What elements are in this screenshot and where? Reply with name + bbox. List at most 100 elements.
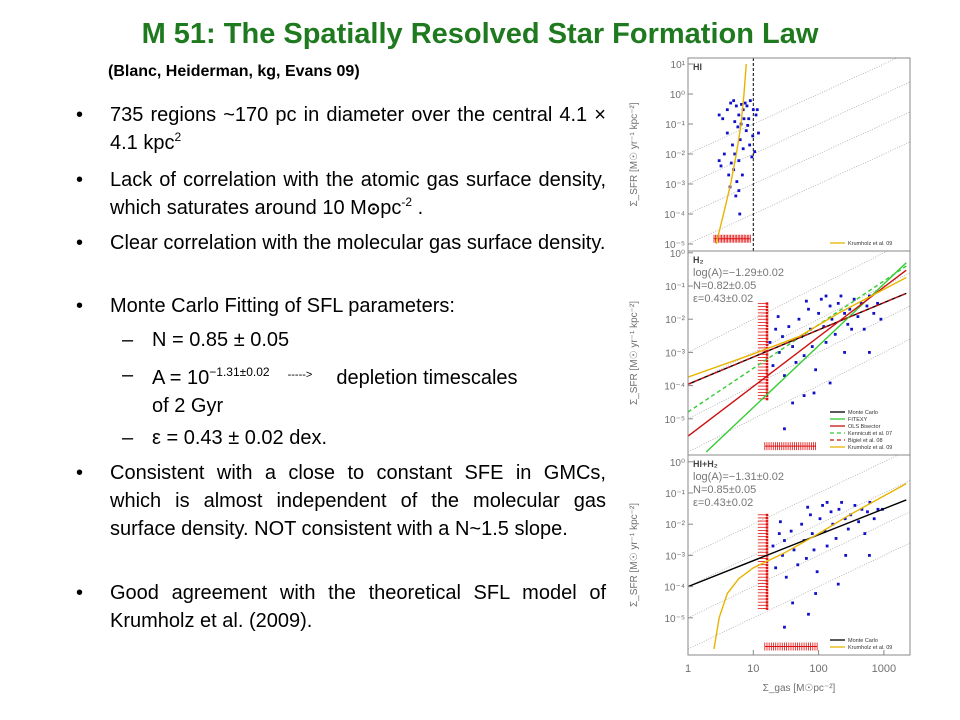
data-point	[737, 189, 741, 193]
data-point	[789, 529, 793, 533]
limit-point	[765, 302, 769, 305]
y-tick-label: 10⁻³	[665, 551, 685, 562]
data-point	[814, 368, 818, 372]
data-point	[866, 510, 869, 514]
superscript: −1.31±0.02	[209, 365, 270, 379]
x-tick-label: 1	[685, 663, 691, 675]
data-point	[831, 522, 835, 526]
data-point	[862, 327, 866, 331]
limit-point	[765, 516, 769, 520]
data-point	[856, 315, 860, 318]
unit: pc	[380, 197, 402, 219]
data-point	[819, 297, 823, 301]
y-axis-label: Σ_SFR [M☉ yr⁻¹ kpc⁻²]	[629, 503, 640, 607]
data-point	[740, 103, 743, 106]
data-point	[729, 101, 733, 105]
data-point	[748, 99, 752, 103]
data-point	[837, 507, 841, 511]
data-point	[757, 131, 760, 135]
limit-point	[765, 330, 769, 334]
data-point	[859, 301, 863, 305]
data-point	[754, 113, 758, 117]
data-point	[717, 159, 721, 163]
sub-bullet-1: – N = 0.85 ± 0.05	[122, 326, 606, 354]
plot-area	[688, 251, 910, 453]
data-point	[807, 307, 810, 311]
y-tick-label: 10⁻²	[665, 520, 685, 531]
data-point	[783, 625, 786, 629]
y-tick-label: 10⁰	[670, 458, 685, 469]
limit-point	[765, 334, 769, 337]
limit-point	[765, 545, 769, 548]
efficiency-line	[688, 111, 910, 215]
limit-point	[765, 365, 769, 369]
bullet-text: 735 regions ~170 pc in diameter over the…	[110, 104, 606, 154]
limit-point	[765, 548, 769, 551]
x-tick-label: 100	[809, 663, 827, 675]
limit-point	[765, 513, 769, 517]
data-point	[846, 322, 850, 326]
limit-point	[765, 327, 769, 331]
limit-point	[765, 394, 769, 398]
data-point	[740, 173, 744, 177]
limit-point	[765, 579, 769, 582]
y-tick-label: 10⁰	[670, 90, 685, 101]
bullet-2: • Lack of correlation with the atomic gas…	[76, 166, 606, 224]
data-point	[868, 294, 871, 298]
data-point	[783, 427, 786, 431]
sub-bullet-text: A = 10	[152, 367, 210, 389]
data-point	[774, 327, 778, 331]
data-point	[857, 520, 861, 524]
bullet-dot: •	[76, 232, 84, 254]
y-tick-label: 10⁻¹	[665, 282, 685, 293]
fit-annotation: N=0.82±0.05	[693, 280, 756, 292]
data-point	[784, 575, 788, 579]
limit-point	[765, 381, 769, 385]
x-tick-label: 1000	[872, 663, 896, 675]
y-tick-label: 10⁻²	[665, 150, 685, 161]
limit-point	[765, 557, 769, 560]
y-tick-label: 10⁰	[670, 249, 685, 260]
dash: –	[122, 364, 134, 386]
bullet-5: • Consistent with a close to constant SFE…	[76, 459, 606, 543]
superscript: 2	[174, 130, 182, 144]
limit-point	[765, 576, 769, 579]
data-point	[768, 341, 772, 344]
data-point	[843, 517, 847, 521]
data-point	[844, 554, 848, 557]
limit-point	[765, 598, 769, 601]
data-point	[829, 510, 833, 514]
fit-line	[688, 265, 907, 413]
data-point	[750, 155, 754, 159]
data-point	[753, 150, 757, 154]
y-tick-label: 10⁻⁵	[664, 415, 685, 426]
data-point	[774, 566, 778, 570]
bullet-dot: •	[76, 104, 84, 126]
limit-point	[765, 340, 769, 344]
sub-bullet-text: depletion timescales	[336, 367, 518, 389]
limit-point	[765, 569, 769, 573]
data-point	[792, 548, 796, 552]
data-point	[717, 113, 721, 117]
limit-point	[765, 378, 769, 382]
limit-point	[765, 343, 769, 347]
limit-point	[765, 573, 769, 576]
fit-line	[715, 63, 747, 245]
y-axis-label: Σ_SFR [M☉ yr⁻¹ kpc⁻²]	[629, 301, 640, 405]
bullet-text: Monte Carlo Fitting of SFL parameters:	[110, 295, 455, 317]
limit-point	[765, 359, 769, 363]
data-point	[839, 294, 843, 298]
data-point	[777, 351, 781, 354]
data-point	[731, 143, 734, 147]
data-point	[738, 138, 742, 142]
y-tick-label: 10⁻³	[665, 180, 685, 191]
data-point	[823, 529, 827, 533]
data-point	[744, 129, 748, 133]
data-point	[825, 500, 829, 504]
limit-point	[765, 601, 769, 604]
fit-annotation: log(A)=−1.29±0.02	[693, 267, 784, 279]
bullet-dot: •	[76, 169, 84, 191]
data-point	[810, 345, 814, 348]
data-point	[848, 307, 852, 311]
